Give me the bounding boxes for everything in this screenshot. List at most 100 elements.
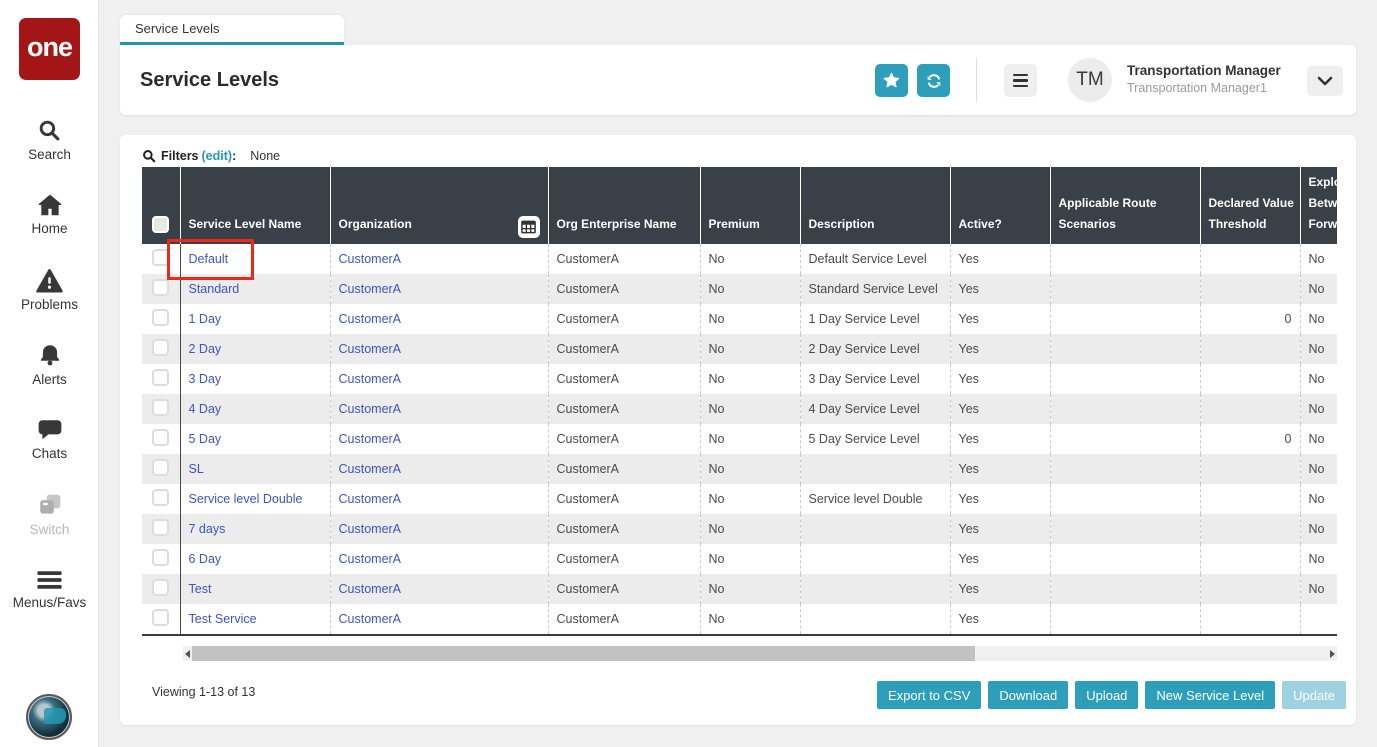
organization-link[interactable]: CustomerA — [338, 432, 402, 446]
service-level-link[interactable]: 6 Day — [188, 552, 222, 566]
one-logo[interactable]: one — [19, 18, 80, 80]
select-all-checkbox[interactable] — [152, 216, 170, 233]
column-header[interactable]: Description — [800, 167, 951, 244]
table-row: 4 Day CustomerA CustomerA No 4 Day Service L… — [142, 394, 1337, 424]
column-picker-button[interactable] — [517, 216, 540, 238]
row-checkbox[interactable] — [152, 609, 170, 626]
sidebar-item-menus-favs[interactable]: Menus/Favs — [0, 552, 99, 627]
header-divider — [976, 58, 977, 102]
row-checkbox[interactable] — [152, 339, 170, 356]
sidebar-item-problems[interactable]: Problems — [0, 252, 99, 327]
row-checkbox[interactable] — [152, 549, 170, 566]
row-checkbox[interactable] — [152, 579, 170, 596]
organization-link[interactable]: CustomerA — [338, 582, 402, 596]
service-level-link[interactable]: Standard — [188, 282, 240, 296]
assistant-avatar[interactable] — [26, 694, 72, 740]
scrollbar-thumb[interactable] — [192, 646, 975, 661]
upload-button[interactable]: Upload — [1075, 681, 1139, 709]
service-level-link[interactable]: Test Service — [188, 612, 257, 626]
cell-premium: No — [700, 604, 801, 634]
service-level-link[interactable]: Default — [188, 252, 229, 266]
update-button[interactable]: Update — [1282, 681, 1346, 709]
service-level-link[interactable]: 1 Day — [188, 312, 222, 326]
cell-applicable-route-scenarios — [1050, 394, 1201, 424]
row-checkbox[interactable] — [152, 369, 170, 386]
sidebar-item-home[interactable]: Home — [0, 177, 99, 252]
favorite-button[interactable] — [875, 64, 908, 97]
refresh-button[interactable] — [917, 64, 950, 97]
sidebar-item-search[interactable]: Search — [0, 102, 99, 177]
horizontal-scrollbar[interactable] — [183, 646, 1337, 661]
cell-service-level-name: Service level Double — [180, 484, 331, 514]
row-checkbox[interactable] — [152, 489, 170, 506]
row-checkbox[interactable] — [152, 519, 170, 536]
service-level-link[interactable]: 5 Day — [188, 432, 222, 446]
cell-applicable-route-scenarios — [1050, 244, 1201, 274]
download-button[interactable]: Download — [988, 681, 1069, 709]
service-level-link[interactable]: 4 Day — [188, 402, 222, 416]
export-to-csv-button[interactable]: Export to CSV — [877, 681, 982, 709]
organization-link[interactable]: CustomerA — [338, 552, 402, 566]
cell-select — [142, 334, 181, 364]
cell-premium: No — [700, 244, 801, 274]
row-checkbox[interactable] — [152, 309, 170, 326]
column-header[interactable]: Org Enterprise Name — [548, 167, 701, 244]
sidebar-item-chats[interactable]: Chats — [0, 402, 99, 477]
column-header[interactable]: Applicable Route Scenarios — [1050, 167, 1201, 244]
organization-link[interactable]: CustomerA — [338, 282, 402, 296]
column-header[interactable]: Organization — [330, 167, 549, 244]
row-checkbox[interactable] — [152, 429, 170, 446]
header-menu-button[interactable] — [1004, 64, 1037, 97]
new-service-level-button[interactable]: New Service Level — [1145, 681, 1276, 709]
row-checkbox[interactable] — [152, 279, 170, 296]
user-avatar[interactable]: TM — [1068, 58, 1112, 102]
organization-link[interactable]: CustomerA — [338, 402, 402, 416]
scroll-left-arrow-icon[interactable] — [185, 649, 190, 658]
column-header[interactable]: Active? — [950, 167, 1051, 244]
service-level-link[interactable]: 7 days — [188, 522, 226, 536]
user-initials: TM — [1076, 69, 1104, 90]
service-level-link[interactable]: 2 Day — [188, 342, 222, 356]
cell-applicable-route-scenarios — [1050, 424, 1201, 454]
cell-applicable-route-scenarios — [1050, 274, 1201, 304]
chat-bubble-icon — [37, 418, 63, 442]
row-checkbox[interactable] — [152, 249, 170, 266]
cell-service-level-name: 6 Day — [180, 544, 331, 574]
user-menu-chevron-button[interactable] — [1307, 66, 1343, 96]
tab-service-levels[interactable]: Service Levels — [120, 15, 344, 45]
column-header[interactable]: Declared Value Threshold — [1200, 167, 1301, 244]
organization-link[interactable]: CustomerA — [338, 312, 402, 326]
cell-declared-value-threshold: 0 — [1200, 424, 1301, 454]
sidebar-item-alerts[interactable]: Alerts — [0, 327, 99, 402]
organization-link[interactable]: CustomerA — [338, 462, 402, 476]
filters-label: Filters — [161, 148, 199, 163]
cell-explode: No — [1308, 342, 1325, 356]
home-icon — [37, 193, 63, 217]
cell-explode: No — [1308, 522, 1325, 536]
service-level-link[interactable]: Test — [188, 582, 212, 596]
organization-link[interactable]: CustomerA — [338, 372, 402, 386]
cell-applicable-route-scenarios — [1050, 484, 1201, 514]
service-level-link[interactable]: SL — [188, 462, 204, 476]
organization-link[interactable]: CustomerA — [338, 252, 402, 266]
organization-link[interactable]: CustomerA — [338, 612, 402, 626]
scroll-right-arrow-icon[interactable] — [1330, 649, 1335, 658]
row-checkbox[interactable] — [152, 399, 170, 416]
column-header[interactable]: ExplorBetweForwa — [1300, 167, 1337, 244]
organization-link[interactable]: CustomerA — [338, 522, 402, 536]
cell-active: Yes — [950, 484, 1051, 514]
filters-edit-link[interactable]: (edit) — [201, 148, 233, 163]
row-checkbox[interactable] — [152, 459, 170, 476]
sidebar-item-switch[interactable]: Switch — [0, 477, 99, 552]
column-header[interactable]: Service Level Name — [180, 167, 331, 244]
organization-link[interactable]: CustomerA — [338, 492, 402, 506]
service-level-link[interactable]: 3 Day — [188, 372, 222, 386]
column-header[interactable]: Premium — [700, 167, 801, 244]
service-level-link[interactable]: Service level Double — [188, 492, 303, 506]
cell-select — [142, 394, 181, 424]
cell-applicable-route-scenarios — [1050, 334, 1201, 364]
cell-active: Yes — [950, 334, 1051, 364]
cell-org-enterprise-name: CustomerA — [548, 574, 701, 604]
organization-link[interactable]: CustomerA — [338, 342, 402, 356]
cell-active: Yes — [950, 454, 1051, 484]
